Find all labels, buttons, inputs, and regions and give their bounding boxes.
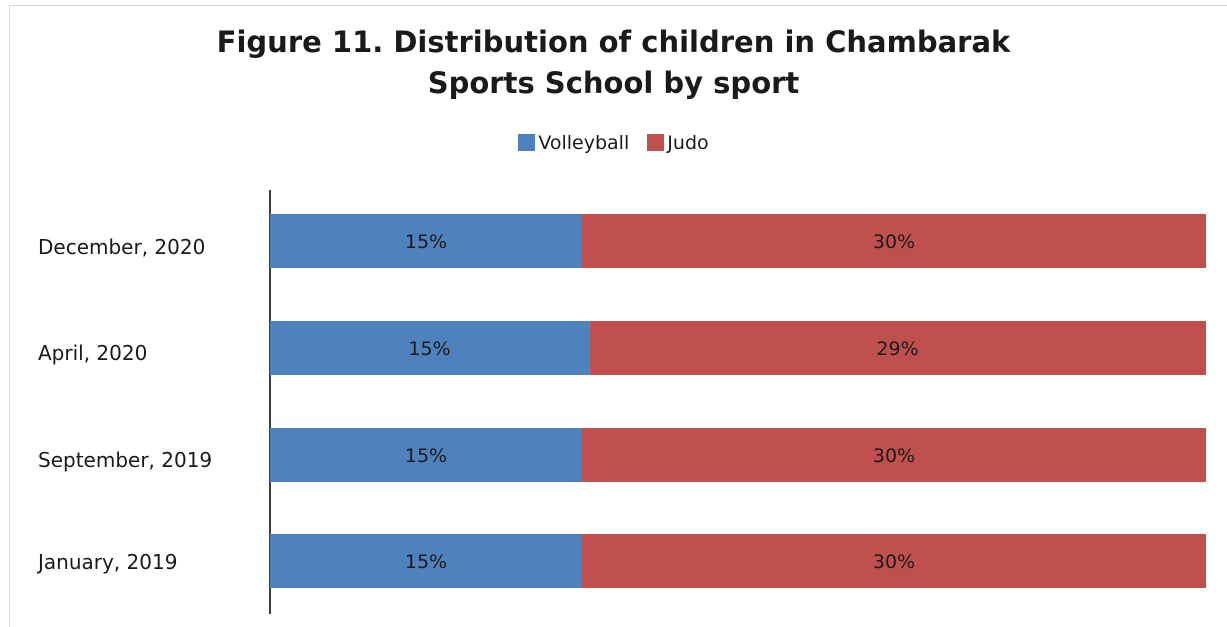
bar-judo-2	[582, 428, 1206, 482]
bar-judo-3	[582, 534, 1206, 588]
bar-judo-1	[589, 321, 1206, 375]
legend: Volleyball Judo	[0, 132, 1227, 154]
legend-item-volleyball: Volleyball	[518, 132, 629, 154]
chart-title-line-1: Figure 11. Distribution of children in C…	[216, 25, 1011, 59]
data-label-volleyball-3: 15%	[405, 551, 447, 573]
bar-volleyball-3	[270, 534, 582, 588]
legend-swatch-judo	[647, 134, 665, 151]
bar-volleyball-2	[270, 428, 582, 482]
data-label-volleyball-2: 15%	[405, 445, 447, 467]
data-label-judo-1: 29%	[876, 338, 918, 360]
category-label-january-2019: January, 2019	[38, 550, 178, 574]
chart-title-line-2: Sports School by sport	[427, 66, 800, 100]
bar-judo-0	[582, 214, 1206, 268]
legend-item-judo: Judo	[647, 132, 709, 154]
category-label-december-2020: December, 2020	[38, 235, 206, 259]
data-label-volleyball-0: 15%	[405, 231, 447, 253]
bar-volleyball-1	[270, 321, 590, 375]
legend-label-volleyball: Volleyball	[538, 132, 630, 154]
data-label-judo-3: 30%	[873, 551, 915, 573]
legend-label-judo: Judo	[667, 132, 709, 154]
data-label-volleyball-1: 15%	[408, 338, 450, 360]
legend-swatch-volleyball	[518, 134, 536, 151]
data-label-judo-0: 30%	[873, 231, 915, 253]
chart-frame	[9, 5, 1227, 627]
category-label-september-2019: September, 2019	[38, 448, 213, 472]
bar-volleyball-0	[270, 214, 582, 268]
category-label-april-2020: April, 2020	[38, 341, 148, 365]
data-label-judo-2: 30%	[873, 445, 915, 467]
chart-title: Figure 11. Distribution of children in C…	[0, 22, 1227, 104]
